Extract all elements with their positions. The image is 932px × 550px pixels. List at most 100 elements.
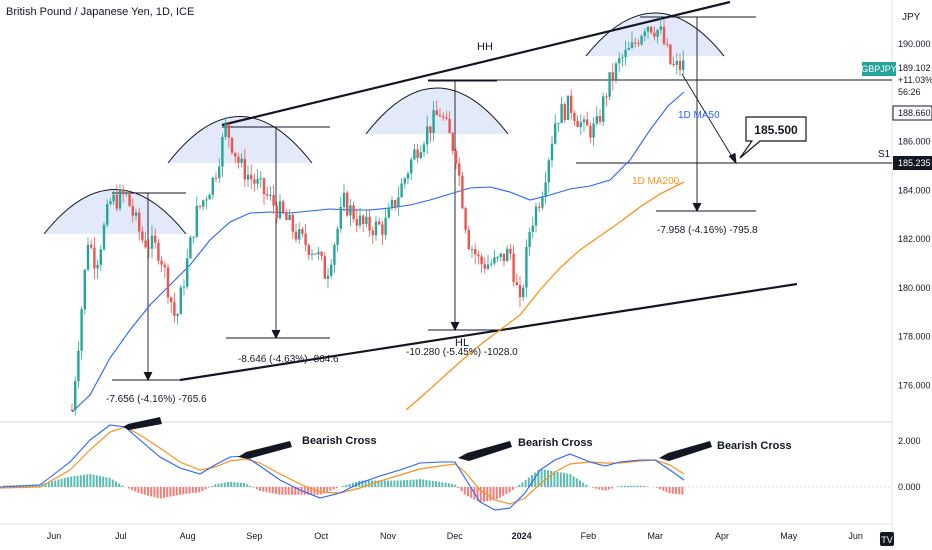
macd-hist-bar: [131, 487, 133, 491]
drop-label-1: -7.656 (-4.16%) -765.6: [106, 394, 207, 405]
candle-body: [618, 58, 621, 64]
macd-hist-bar: [457, 487, 460, 488]
candle-body: [480, 256, 483, 265]
macd-hist-bar: [521, 482, 524, 487]
macd-hist-bar: [601, 487, 604, 491]
macd-hist-bar: [60, 478, 63, 487]
candle-body: [461, 175, 464, 209]
macd-hist-bar: [246, 484, 249, 487]
candle-body: [285, 212, 288, 221]
candle-body: [122, 189, 125, 195]
macd-axis: 2.000 0.000: [898, 436, 921, 492]
candle-body: [394, 200, 397, 207]
symbol-badge: GBPJPY: [861, 64, 897, 74]
candle-body: [448, 118, 451, 134]
macd-hist-bar: [348, 483, 351, 487]
macd-hist-bar: [79, 475, 82, 487]
candle-body: [451, 133, 454, 151]
macd-hist-bar: [214, 484, 217, 487]
candle-body: [272, 195, 275, 206]
candle-body: [141, 231, 144, 241]
macd-hist-bar: [451, 483, 453, 487]
top-arc-3: [365, 87, 509, 135]
macd-hist-bar: [287, 487, 290, 495]
candle-body: [630, 42, 634, 48]
bearish-cross-label-2: Bearish Cross: [518, 437, 593, 449]
candle-body: [317, 251, 320, 255]
candle-body: [147, 247, 150, 249]
macd-hist-bar: [310, 487, 313, 495]
macd-hist-bar: [281, 487, 284, 495]
candle-body: [659, 26, 662, 30]
macd-hist-bar: [511, 487, 514, 491]
candle-body: [118, 189, 122, 209]
candle-body: [256, 179, 259, 184]
macd-hist-bar: [556, 471, 559, 487]
macd-hist-bar: [505, 487, 508, 495]
candle-body: [365, 216, 368, 225]
candle-body: [346, 192, 349, 216]
candle-body: [576, 120, 579, 128]
macd-hist-bar: [76, 475, 79, 487]
candle-body: [192, 236, 195, 238]
candle-body: [541, 197, 544, 208]
macd-tick-label: 2.000: [898, 436, 921, 446]
candle-body: [547, 160, 550, 183]
macd-hist-bar: [204, 487, 207, 490]
candle-body: [646, 26, 650, 32]
candle-body: [368, 216, 371, 231]
macd-hist-bar: [319, 487, 322, 495]
candle-body: [262, 178, 266, 195]
candle-body: [134, 212, 138, 216]
macd-hist-bar: [611, 487, 613, 489]
hh-label: HH: [477, 41, 493, 53]
macd-hist-bar: [540, 469, 543, 487]
candle-body: [243, 158, 246, 180]
candle-body: [205, 199, 208, 201]
macd-hist-bar: [409, 479, 412, 487]
candle-body: [586, 119, 589, 126]
macd-hist-bar: [575, 478, 578, 487]
candle-body: [330, 264, 333, 276]
macd-hist-bar: [150, 487, 153, 497]
candle-body: [86, 244, 90, 270]
macd-hist-bar: [422, 479, 425, 487]
candle-body: [93, 247, 96, 269]
macd-hist-bar: [156, 487, 159, 499]
candle-body: [608, 72, 611, 97]
candle-body: [486, 264, 490, 269]
macd-hist-bar: [620, 485, 623, 487]
time-tick-label: Feb: [581, 531, 597, 541]
candle-body: [534, 206, 538, 226]
candle-body: [614, 63, 618, 80]
candle-body: [605, 96, 608, 98]
candle-body: [362, 215, 365, 225]
macd-hist-bar: [595, 487, 597, 489]
macd-hist-bar: [57, 479, 60, 487]
candle-body: [531, 225, 534, 232]
candle-body: [400, 183, 403, 198]
macd-hist-bar: [665, 487, 668, 492]
candle-body: [374, 221, 378, 236]
macd-hist-bar: [332, 487, 335, 490]
candle-body: [106, 203, 109, 225]
macd-hist-bar: [377, 480, 380, 487]
candle-body: [326, 275, 330, 279]
candle-body: [259, 178, 262, 180]
candle-body: [96, 264, 99, 269]
candle-body: [202, 200, 205, 207]
macd-hist-bar: [137, 487, 140, 493]
macd-hist-bar: [153, 487, 156, 498]
macd-hist-bar: [275, 487, 277, 495]
candle-body: [282, 201, 285, 213]
candle-body: [544, 182, 547, 198]
candle-body: [522, 287, 525, 298]
macd-hist-bar: [127, 487, 130, 489]
candle-body: [470, 249, 474, 251]
candle-body: [77, 350, 80, 382]
candle-body: [371, 230, 374, 236]
macd-hist-bar: [172, 487, 175, 497]
macd-hist-bar: [668, 487, 671, 494]
bearish-cross-label-1: Bearish Cross: [302, 435, 377, 447]
